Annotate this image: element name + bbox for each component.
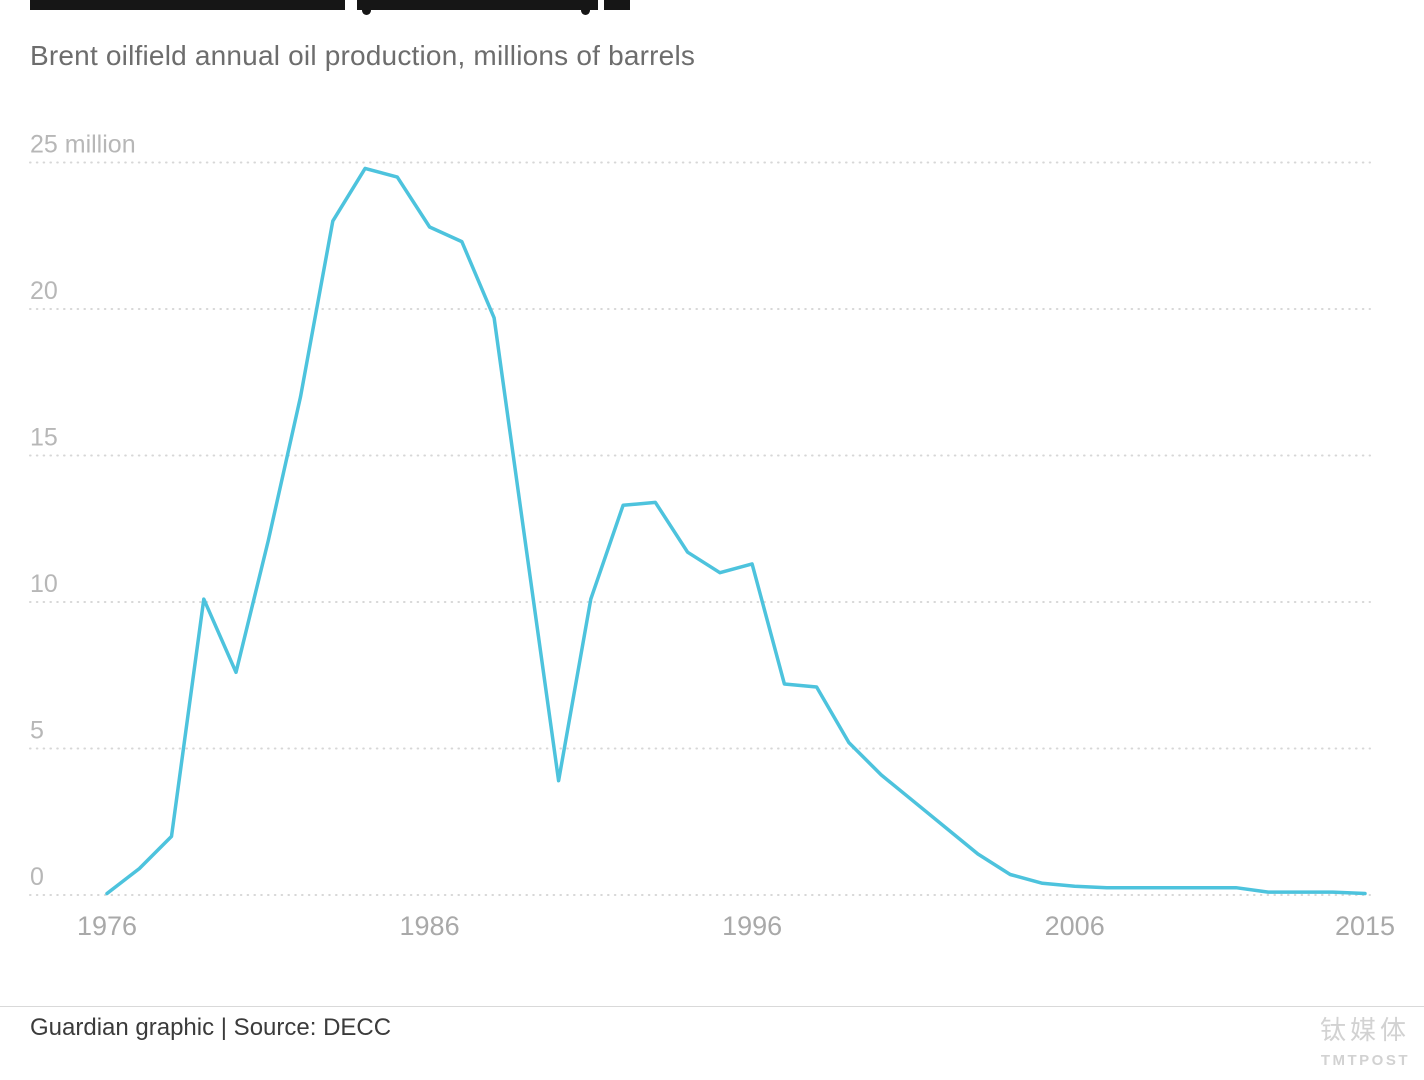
clipped-headline-segment [30, 0, 345, 10]
footer-credit: Guardian graphic | Source: DECC [30, 1014, 392, 1041]
x-axis-label: 2015 [1335, 911, 1395, 941]
clipped-headline-descender [362, 0, 371, 15]
production-line [105, 166, 1367, 896]
clipped-headline-segment [357, 0, 598, 10]
x-axis-label: 1996 [722, 911, 782, 941]
clipped-headline [0, 0, 700, 16]
y-axis-label: 10 [30, 570, 58, 598]
footer-divider [0, 1006, 1424, 1007]
chart-area: 0 5 10 15 20 25 million 1976 1986 1996 2006 2015 [0, 90, 1424, 970]
y-axis-label: 0 [30, 863, 44, 891]
x-axis-label: 1986 [400, 911, 460, 941]
watermark-chinese: 钛媒体 [1319, 1015, 1410, 1045]
watermark: 钛媒体 TMTPOST [1320, 1010, 1410, 1069]
y-axis-label: 25 million [30, 131, 136, 159]
production-chart: 0 5 10 15 20 25 million 1976 1986 1996 2006 2015 [29, 131, 1395, 941]
clipped-headline-descender [581, 0, 590, 15]
clipped-headline-segment [604, 0, 630, 10]
y-axis-label: 20 [30, 277, 58, 305]
y-axis-label: 5 [30, 717, 44, 745]
chart-subtitle: Brent oilfield annual oil production, mi… [30, 40, 696, 71]
x-axis-label: 1976 [77, 911, 137, 941]
x-axis-label: 2006 [1045, 911, 1105, 941]
watermark-latin: TMTPOST [1320, 1052, 1410, 1069]
y-axis-label: 15 [30, 424, 58, 452]
